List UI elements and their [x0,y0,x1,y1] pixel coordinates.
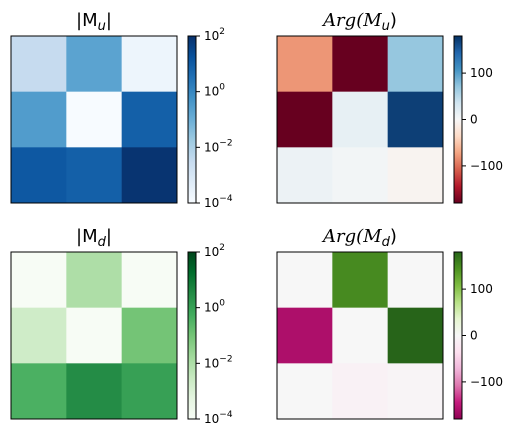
heatmap-cell-r0-c0 [277,252,333,308]
title-main: |M [76,10,98,31]
title-close: ) [390,226,397,247]
heatmap-cell-r0-c2 [387,252,444,308]
colorbar-tick-label: 100 [204,299,225,315]
heatmap-cell-r1-c0 [277,307,333,364]
title-main: Arg(M [321,10,382,31]
heatmap-cell-r2-c1 [66,147,122,204]
heatmap-cell-r0-c0 [11,252,67,308]
colorbar [188,252,196,419]
colorbar-tick-label: 0 [470,329,478,343]
heatmap-cell-r0-c0 [11,36,67,92]
heatmap-panel-1: |Mu| 102 100 10−2 10−4 [10,10,233,210]
heatmap-frame [276,35,444,204]
heatmap-cell-r2-c1 [332,147,388,204]
colorbar-tick-label: 10−2 [204,354,233,370]
panel-title: |Md| [76,226,112,250]
heatmap-cell-r1-c2 [387,307,444,364]
heatmap-cell-r1-c2 [387,91,444,148]
heatmap-cell-r1-c0 [11,91,67,148]
heatmap-cell-r0-c1 [332,36,388,92]
colorbar-tick-label: 102 [204,27,225,43]
heatmap-cell-r0-c2 [121,36,178,92]
panel-title: Arg(Md) [321,226,397,250]
title-subscript: d [98,235,107,250]
title-close: ) [390,10,397,31]
colorbar-frame [187,251,197,420]
colorbar-tick-label: 100 [470,282,493,296]
heatmap-cell-r0-c1 [66,252,122,308]
heatmap-cell-r1-c0 [277,91,333,148]
heatmap-cell-r2-c0 [11,147,67,204]
colorbar-tick-label: 10−4 [204,410,233,426]
panel-title: Arg(Mu) [321,10,397,34]
colorbar [454,252,462,419]
heatmap-cell-r1-c1 [66,91,122,148]
heatmap-frame [276,251,444,420]
panel-title: |Mu| [76,10,112,34]
colorbar [188,36,196,203]
heatmap-cell-r2-c2 [121,363,178,420]
heatmap-cell-r2-c0 [277,147,333,204]
heatmap-cell-r2-c1 [66,363,122,420]
heatmap-cell-r1-c2 [121,307,178,364]
heatmap-cell-r1-c1 [332,91,388,148]
title-close: | [106,226,112,247]
colorbar-tick-label: 10−2 [204,138,233,154]
heatmap-cell-r0-c1 [66,36,122,92]
heatmap-cell-r2-c0 [11,363,67,420]
heatmap-cell-r2-c2 [387,147,444,204]
title-subscript: u [382,19,390,34]
colorbar-tick-label: 100 [204,83,225,99]
heatmap-cell-r0-c2 [121,252,178,308]
heatmap-cell-r2-c2 [387,363,444,420]
heatmap-cell-r0-c0 [277,36,333,92]
heatmap-cell-r2-c0 [277,363,333,420]
heatmap-cell-r0-c1 [332,252,388,308]
heatmap-cell-r1-c1 [332,307,388,364]
colorbar [454,36,462,203]
heatmap-cell-r1-c1 [66,307,122,364]
colorbar-tick-label: 0 [470,113,478,127]
title-subscript: d [382,235,391,250]
title-main: Arg(M [321,226,382,247]
heatmap-panel-3: |Md| 102 100 10−2 10−4 [10,226,233,426]
colorbar-frame [187,35,197,204]
colorbar-tick-label: −100 [470,375,503,389]
heatmap-cell-r2-c1 [332,363,388,420]
heatmap-panel-4: Arg(Md) 100 0 −100 [276,226,503,420]
heatmap-panel-2: Arg(Mu) 100 0 −100 [276,10,503,204]
heatmap-cell-r0-c2 [387,36,444,92]
colorbar-tick-label: −100 [470,159,503,173]
title-close: | [106,10,112,31]
heatmap-cell-r1-c0 [11,307,67,364]
heatmap-cell-r1-c2 [121,91,178,148]
heatmap-cell-r2-c2 [121,147,178,204]
colorbar-tick-label: 100 [470,66,493,80]
colorbar-tick-label: 102 [204,243,225,259]
title-subscript: u [98,19,106,34]
heatmap-frame [10,35,178,204]
title-main: |M [76,226,98,247]
colorbar-tick-label: 10−4 [204,194,233,210]
heatmap-frame [10,251,178,420]
